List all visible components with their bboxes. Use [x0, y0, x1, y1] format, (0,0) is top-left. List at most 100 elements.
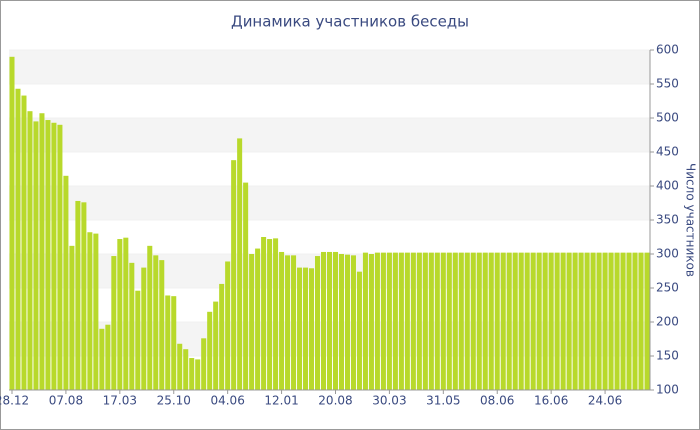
bar: [356, 271, 362, 390]
bar: [476, 252, 482, 390]
x-tick-label: 07.08: [49, 394, 83, 408]
bar: [39, 113, 45, 391]
bar: [584, 252, 590, 390]
x-tick-label: 08.06: [480, 394, 514, 408]
bar: [482, 252, 488, 390]
bar: [57, 124, 63, 391]
bar: [458, 252, 464, 390]
y-tick-label: 550: [656, 77, 679, 91]
bar: [422, 252, 428, 390]
bar: [63, 175, 69, 390]
bar: [446, 252, 452, 390]
bar: [464, 252, 470, 390]
bar: [231, 160, 237, 390]
x-tick-label: 16.06: [534, 394, 568, 408]
bar: [69, 245, 75, 390]
bar: [494, 252, 500, 390]
bar: [171, 296, 177, 390]
bar: [291, 255, 297, 390]
x-tick-label: 31.05: [426, 394, 460, 408]
bar: [177, 343, 183, 390]
bar: [530, 252, 536, 390]
y-tick-label: 300: [656, 247, 679, 261]
x-tick-label: 25.10: [157, 394, 191, 408]
bar: [9, 56, 15, 391]
x-tick-label: 24.06: [588, 394, 622, 408]
bar: [524, 252, 530, 390]
bar: [105, 324, 111, 390]
bar: [111, 256, 117, 390]
bar: [512, 252, 518, 390]
bar: [219, 283, 225, 390]
bar: [189, 358, 195, 390]
bar: [596, 252, 602, 390]
bar: [93, 233, 99, 390]
bar: [165, 295, 171, 390]
bar: [602, 252, 608, 390]
bar: [249, 254, 255, 390]
bar: [15, 88, 21, 390]
x-tick-label: 20.08: [318, 394, 352, 408]
bar: [614, 252, 620, 390]
bar: [338, 254, 344, 390]
bar: [309, 268, 315, 390]
bar: [297, 267, 303, 390]
bar: [626, 252, 632, 390]
bar: [255, 248, 261, 390]
x-tick-label: 04.06: [210, 394, 244, 408]
bar: [506, 252, 512, 390]
bar: [117, 239, 123, 390]
bar: [428, 252, 434, 390]
bar: [183, 349, 189, 390]
bar: [225, 261, 231, 390]
bar: [578, 252, 584, 390]
y-axis-label: Число участников: [684, 163, 698, 277]
bar: [392, 252, 398, 390]
bar: [207, 311, 213, 390]
bar: [99, 328, 105, 390]
bar: [141, 267, 147, 390]
bar: [368, 254, 374, 390]
y-tick-label: 400: [656, 179, 679, 193]
bar: [572, 252, 578, 390]
bar: [213, 301, 219, 390]
bar: [261, 237, 267, 390]
bar: [518, 252, 524, 390]
y-tick-label: 500: [656, 111, 679, 125]
bar: [75, 200, 81, 390]
bar: [21, 95, 27, 390]
bar: [608, 252, 614, 390]
bar: [410, 252, 416, 390]
bar: [398, 252, 404, 390]
bar: [548, 252, 554, 390]
bar: [123, 237, 129, 390]
bar: [590, 252, 596, 390]
chart-title: Динамика участников беседы: [231, 13, 469, 31]
x-tick-label: 17.03: [103, 394, 137, 408]
x-tick-label: 30.03: [372, 394, 406, 408]
bar: [45, 120, 51, 390]
bar: [159, 260, 165, 390]
bar: [153, 255, 159, 390]
bar: [237, 138, 243, 390]
bar: [416, 252, 422, 390]
bar: [374, 252, 380, 390]
bar: [404, 252, 410, 390]
bar: [632, 252, 638, 390]
y-tick-label: 350: [656, 213, 679, 227]
bar: [440, 252, 446, 390]
y-tick-label: 150: [656, 349, 679, 363]
bar: [620, 252, 626, 390]
bar: [470, 252, 476, 390]
x-tick-label: 28.12: [0, 394, 29, 408]
bar: [326, 251, 333, 390]
bar: [27, 111, 33, 390]
bar: [33, 121, 39, 391]
bar: [380, 252, 386, 390]
bar: [488, 252, 494, 390]
bar: [536, 252, 542, 390]
grid-band: [9, 186, 650, 220]
bar: [243, 182, 249, 390]
bar: [554, 252, 560, 390]
bar: [332, 251, 339, 390]
